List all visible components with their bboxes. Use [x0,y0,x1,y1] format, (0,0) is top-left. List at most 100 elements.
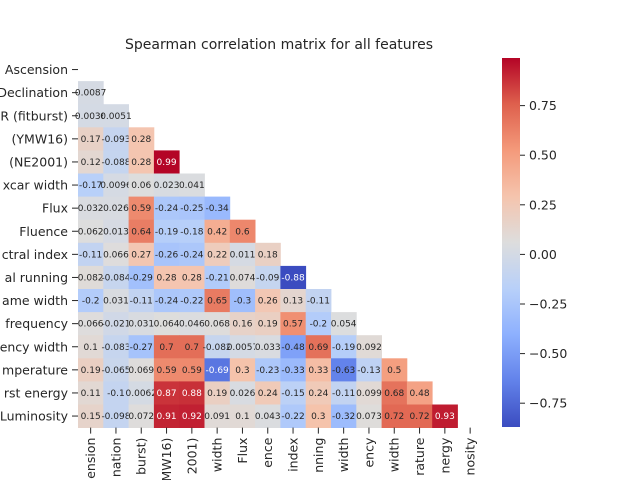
heatmap-cell [179,265,205,290]
cell-value-label: 0.87 [157,389,177,399]
y-tick-label: R (fitburst) [0,108,68,123]
heatmap-cell [280,358,307,382]
heatmap-cell [153,219,180,244]
cell-value-label: 0.026 [230,389,256,399]
heatmap-cell [78,127,104,151]
cell-value-label: -0.22 [281,412,304,422]
heatmap-cell [78,150,104,174]
heatmap-cell [179,219,205,244]
cell-value-label: 0.043 [255,412,281,422]
heatmap-cell [204,358,231,382]
heatmap-cell [103,196,129,221]
cell-value-label: 0.082 [78,273,104,283]
heatmap-cell [153,335,180,359]
heatmap-cell [204,196,231,221]
heatmap-cell [78,81,104,105]
heatmap-cell [331,335,357,359]
cell-value-label: 0.031 [103,297,129,307]
heatmap-cell [356,381,382,405]
cell-value-label: 0.011 [230,250,256,260]
cell-value-label: 0.88 [182,389,202,399]
heatmap-cell [255,335,281,359]
cell-value-label: 0.28 [157,273,177,283]
cell-value-label: 0.031 [128,320,154,330]
y-tick-label: Ascension [5,62,68,77]
cell-value-label: -0.25 [180,204,203,214]
cell-value-label: 0.068 [204,320,230,330]
heatmap-cell [204,335,231,359]
cell-value-label: 0.033 [255,343,281,353]
cell-value-label: 0.28 [182,273,202,283]
heatmap-cell [381,358,408,382]
cell-value-label: -0.33 [281,366,304,376]
cell-value-label: -0.24 [155,297,179,307]
heatmap-cell [255,381,281,405]
cell-value-label: -0.11 [79,250,102,260]
cell-value-label: -0.15 [281,389,304,399]
cell-value-label: -0.88 [281,273,305,283]
cell-value-label: 0.091 [204,412,230,422]
x-tick-label: ension [83,438,98,479]
heatmap-cell [103,150,129,174]
x-tick-label: ency [361,437,376,467]
colorbar-tick-label: −0.50 [529,346,567,361]
cell-value-label: 0.1 [83,343,97,353]
y-tick-label: al running [5,270,68,285]
x-tick-label: nation [108,438,123,478]
cell-value-label: -0.34 [206,204,230,214]
cell-value-label: 0.19 [81,366,101,376]
cell-value-label: 0.17 [81,135,101,145]
heatmap-cell [229,381,256,405]
x-tick-label: width [336,438,351,472]
cell-value-label: 0.0096 [100,181,132,191]
cell-value-label: 0.26 [258,297,278,307]
cell-value-label: -0.26 [155,250,179,260]
heatmap-cell [229,289,256,313]
heatmap-cell [103,219,129,244]
x-tick-label: MW16) [159,438,174,480]
colorbar-tick-label: 0.50 [529,148,557,163]
cell-value-label: -0.13 [357,366,380,376]
y-tick-label: mperature [2,362,68,377]
cell-value-label: -0.63 [332,366,355,376]
cell-value-label: 0.0087 [75,89,107,99]
heatmap-cell [153,381,180,405]
heatmap-cell [356,358,382,382]
cell-value-label: 0.16 [232,320,252,330]
heatmap-cell [128,289,155,313]
heatmap-cell [78,265,104,290]
cell-value-label: -0.2 [310,320,328,330]
cell-value-label: 0.062 [78,227,104,237]
heatmap-cell [305,404,332,428]
cell-value-label: 0.27 [131,250,151,260]
colorbar-tick-label: 0.00 [529,247,557,262]
cell-value-label: 0.19 [258,320,278,330]
heatmap-cell [255,242,281,267]
y-tick-label: Flux [42,201,68,216]
cell-value-label: 0.074 [230,273,256,283]
cell-value-label: -0.23 [256,366,279,376]
y-tick-label: ame width [2,293,68,308]
heatmap-cell [179,289,205,313]
heatmap-cell [179,196,205,221]
heatmap-cell [103,289,129,313]
cell-value-label: 0.099 [356,389,382,399]
heatmap-cell [255,265,281,290]
heatmap-cell [179,173,205,197]
colorbar-tick-label: 0.75 [529,98,557,113]
y-axis-ticks: Ascension Declination R (fitburst) (YMW16) (… [0,62,78,424]
heatmap-cell [78,312,104,336]
cell-value-label: -0.24 [180,250,204,260]
cell-value-label: 0.023 [154,181,180,191]
heatmap-cell [406,404,433,428]
heatmap-cell [255,404,281,428]
cell-value-label: 0.054 [331,320,357,330]
cell-value-label: -0.093 [101,135,130,145]
cell-value-label: 0.72 [410,412,430,422]
cell-value-label: -0.29 [130,273,154,283]
cell-value-label: 0.91 [157,412,177,422]
cell-value-label: -0.098 [101,412,130,422]
cell-value-label: 0.069 [128,366,154,376]
heatmap-cell [128,242,155,267]
cell-value-label: 0.0062 [126,389,158,399]
